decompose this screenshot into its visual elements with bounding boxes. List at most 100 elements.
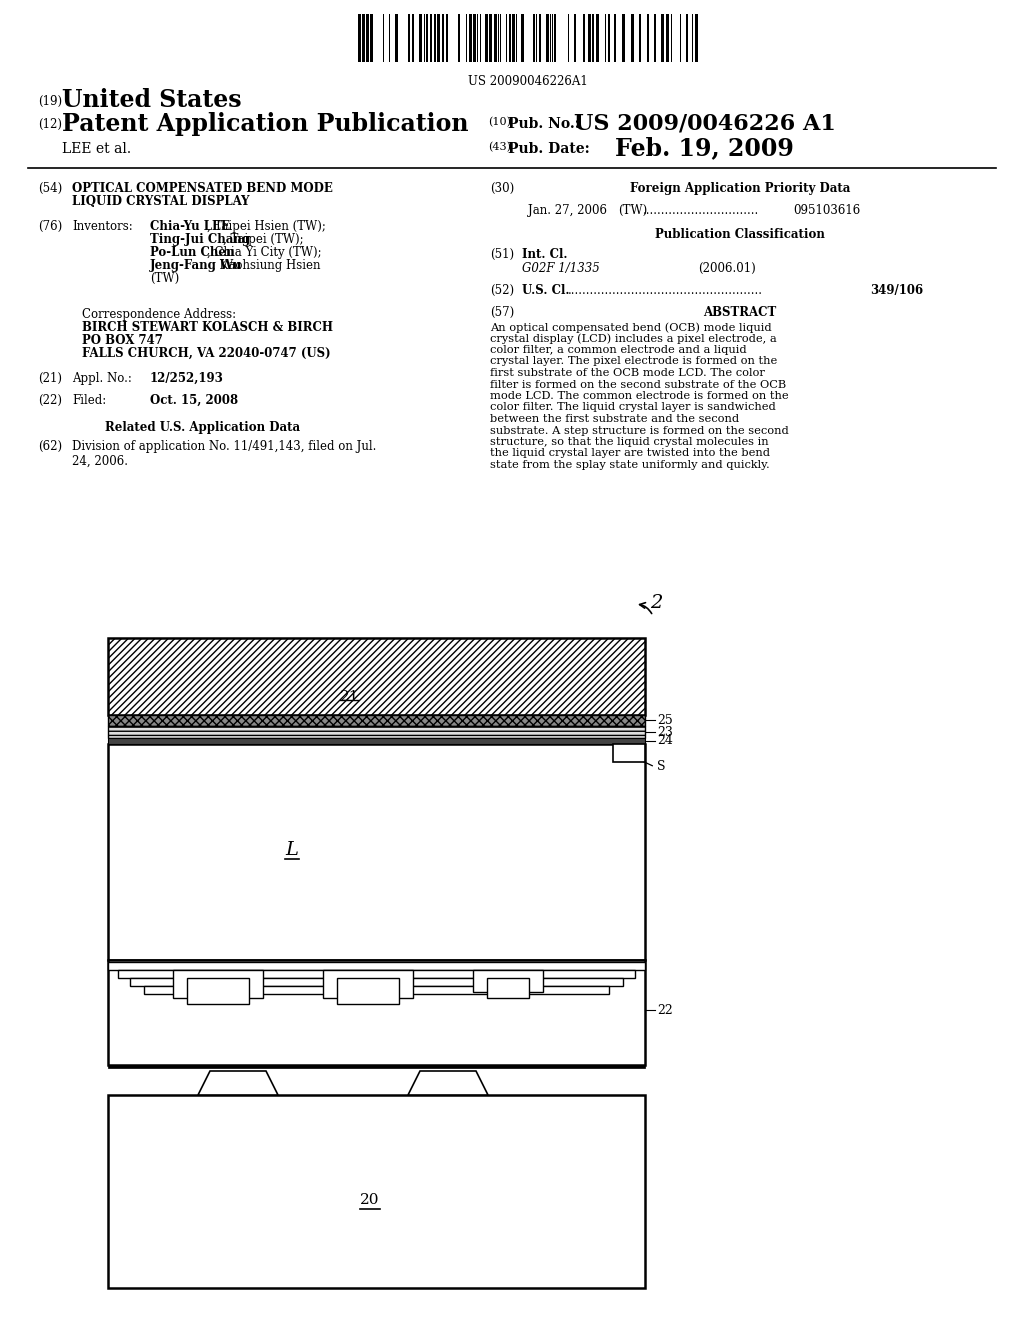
Text: Related U.S. Application Data: Related U.S. Application Data — [105, 421, 300, 434]
Text: (62): (62) — [38, 440, 62, 453]
Text: LIQUID CRYSTAL DISPLAY: LIQUID CRYSTAL DISPLAY — [72, 195, 250, 209]
Text: United States: United States — [62, 88, 242, 112]
Text: crystal layer. The pixel electrode is formed on the: crystal layer. The pixel electrode is fo… — [490, 356, 777, 367]
Text: US 2009/0046226 A1: US 2009/0046226 A1 — [574, 112, 836, 135]
Bar — [358, 15, 361, 62]
Bar — [108, 962, 645, 970]
Text: state from the splay state uniformly and quickly.: state from the splay state uniformly and… — [490, 459, 770, 470]
Bar — [108, 738, 645, 744]
Polygon shape — [198, 1071, 278, 1096]
Text: 22: 22 — [657, 1003, 673, 1016]
Bar — [458, 15, 460, 62]
Bar — [614, 15, 616, 62]
Text: LEE et al.: LEE et al. — [62, 143, 131, 156]
Text: between the first substrate and the second: between the first substrate and the seco… — [490, 414, 739, 424]
Text: Patent Application Publication: Patent Application Publication — [62, 112, 469, 136]
Text: first substrate of the OCB mode LCD. The color: first substrate of the OCB mode LCD. The… — [490, 368, 765, 378]
Text: filter is formed on the second substrate of the OCB: filter is formed on the second substrate… — [490, 380, 786, 389]
Text: 25: 25 — [657, 714, 673, 726]
Text: Correspondence Address:: Correspondence Address: — [82, 308, 237, 321]
Text: 21: 21 — [340, 690, 359, 704]
Bar — [473, 970, 543, 993]
Bar — [534, 15, 535, 62]
Bar — [337, 978, 399, 1005]
Text: crystal display (LCD) includes a pixel electrode, a: crystal display (LCD) includes a pixel e… — [490, 334, 777, 345]
Text: Pub. Date:: Pub. Date: — [508, 143, 590, 156]
Bar — [662, 15, 664, 62]
Bar — [666, 15, 669, 62]
Text: (19): (19) — [38, 95, 62, 108]
Bar — [446, 15, 449, 62]
Text: structure, so that the liquid crystal molecules in: structure, so that the liquid crystal mo… — [490, 437, 769, 447]
Bar — [539, 15, 541, 62]
Bar — [395, 15, 398, 62]
Text: Foreign Application Priority Data: Foreign Application Priority Data — [630, 182, 850, 195]
Bar — [130, 978, 623, 986]
Text: 20: 20 — [360, 1193, 380, 1206]
Bar — [521, 15, 524, 62]
Bar — [118, 970, 635, 978]
Text: 23: 23 — [657, 726, 673, 738]
Text: Chia-Yu LEE: Chia-Yu LEE — [150, 220, 230, 234]
Text: An optical compensated bend (OCB) mode liquid: An optical compensated bend (OCB) mode l… — [490, 322, 772, 333]
Text: Jeng-Fang Wu: Jeng-Fang Wu — [150, 259, 243, 272]
Text: (52): (52) — [490, 284, 514, 297]
Bar — [412, 15, 414, 62]
Text: the liquid crystal layer are twisted into the bend: the liquid crystal layer are twisted int… — [490, 449, 770, 458]
Bar — [608, 15, 610, 62]
Bar — [592, 15, 594, 62]
Bar — [108, 1096, 645, 1288]
Bar — [437, 15, 440, 62]
Text: Jan. 27, 2006: Jan. 27, 2006 — [528, 205, 607, 216]
Text: L: L — [285, 841, 298, 859]
Bar — [362, 15, 365, 62]
Text: ....................................................: ........................................… — [568, 284, 763, 297]
Bar — [489, 15, 492, 62]
Bar — [574, 15, 575, 62]
Bar — [108, 638, 645, 715]
Text: OPTICAL COMPENSATED BEND MODE: OPTICAL COMPENSATED BEND MODE — [72, 182, 333, 195]
Text: Int. Cl.: Int. Cl. — [522, 248, 567, 261]
Text: (10): (10) — [488, 117, 511, 127]
Text: (57): (57) — [490, 306, 514, 319]
Bar — [108, 960, 645, 1065]
Text: Filed:: Filed: — [72, 393, 106, 407]
Text: 2: 2 — [650, 594, 663, 612]
Text: Publication Classification: Publication Classification — [655, 228, 825, 242]
Text: (54): (54) — [38, 182, 62, 195]
Text: G02F 1/1335: G02F 1/1335 — [522, 261, 600, 275]
Text: 12/252,193: 12/252,193 — [150, 372, 224, 385]
Text: Inventors:: Inventors: — [72, 220, 133, 234]
Text: 349/106: 349/106 — [870, 284, 923, 297]
Bar — [173, 970, 263, 998]
Text: (43): (43) — [488, 143, 511, 152]
Bar — [108, 744, 645, 960]
Bar — [512, 15, 515, 62]
Text: (12): (12) — [38, 117, 62, 131]
Bar — [554, 15, 556, 62]
Bar — [695, 15, 698, 62]
Text: (22): (22) — [38, 393, 62, 407]
Bar — [647, 15, 649, 62]
Bar — [366, 15, 369, 62]
Text: ...............................: ............................... — [643, 205, 759, 216]
Text: Oct. 15, 2008: Oct. 15, 2008 — [150, 393, 239, 407]
Bar — [654, 15, 656, 62]
Bar — [686, 15, 688, 62]
Text: US 20090046226A1: US 20090046226A1 — [468, 75, 588, 88]
Bar — [187, 978, 249, 1005]
Bar — [430, 15, 432, 62]
Bar — [487, 978, 529, 998]
Text: Division of application No. 11/491,143, filed on Jul.
24, 2006.: Division of application No. 11/491,143, … — [72, 440, 377, 469]
Text: BIRCH STEWART KOLASCH & BIRCH: BIRCH STEWART KOLASCH & BIRCH — [82, 321, 333, 334]
Bar — [323, 970, 413, 998]
Text: color filter, a common electrode and a liquid: color filter, a common electrode and a l… — [490, 345, 746, 355]
Bar — [408, 15, 410, 62]
Text: (76): (76) — [38, 220, 62, 234]
Text: , Taipei (TW);: , Taipei (TW); — [223, 234, 303, 246]
Text: (2006.01): (2006.01) — [698, 261, 756, 275]
Bar — [613, 744, 645, 762]
Bar — [419, 15, 422, 62]
Text: substrate. A step structure is formed on the second: substrate. A step structure is formed on… — [490, 425, 788, 436]
Bar — [442, 15, 444, 62]
